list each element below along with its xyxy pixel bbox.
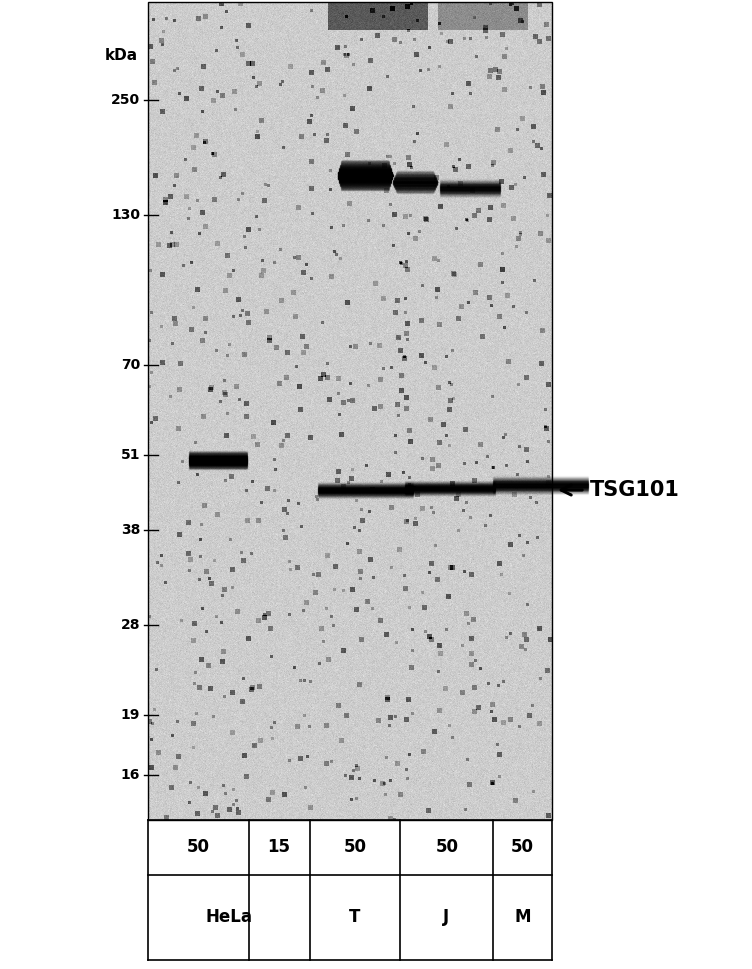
Text: 16: 16	[120, 768, 140, 782]
Text: 70: 70	[121, 358, 140, 372]
Text: 50: 50	[344, 838, 366, 857]
Text: 50: 50	[186, 838, 210, 857]
Text: 50: 50	[511, 838, 533, 857]
Text: HeLa: HeLa	[205, 909, 253, 926]
Text: TSG101: TSG101	[590, 480, 680, 500]
Text: 51: 51	[120, 448, 140, 462]
Text: M: M	[514, 909, 531, 926]
Text: 15: 15	[268, 838, 290, 857]
Text: 28: 28	[120, 618, 140, 632]
Text: 50: 50	[435, 838, 459, 857]
Text: 130: 130	[111, 208, 140, 222]
Text: 38: 38	[120, 523, 140, 537]
Text: 250: 250	[111, 93, 140, 107]
Text: T: T	[350, 909, 361, 926]
Bar	[148, 2, 552, 820]
Text: 19: 19	[120, 708, 140, 722]
Text: J: J	[444, 909, 450, 926]
Text: kDa: kDa	[105, 47, 138, 62]
